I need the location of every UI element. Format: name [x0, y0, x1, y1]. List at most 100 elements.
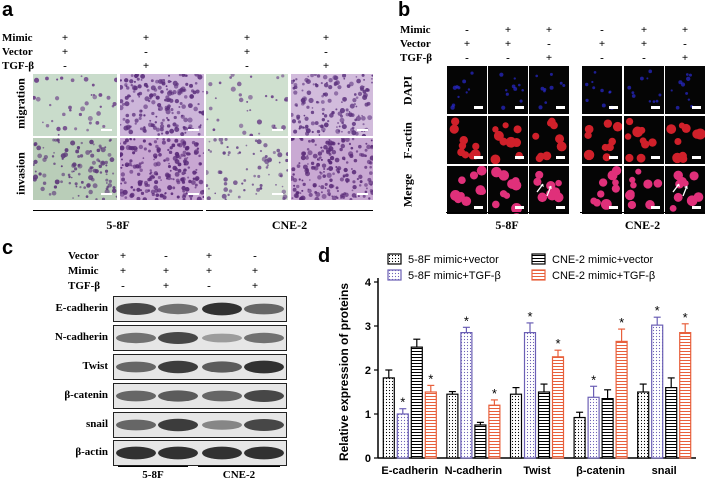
mark-b-c6-vector: - — [683, 38, 687, 50]
fluor-factin-5 — [624, 116, 664, 164]
group-label-b-cne2: CNE-2 — [624, 218, 661, 232]
mark-b-c1-vector: + — [463, 38, 471, 50]
mark-a-c4-mimic: + — [322, 32, 330, 44]
significance-star: * — [591, 372, 596, 387]
fluor-merge-4 — [582, 166, 622, 214]
micrograph-migration-cne2-vector — [206, 74, 288, 136]
mark-c-c2-vector: - — [164, 250, 168, 262]
legend-label: CNE-2 mimic+vector — [552, 254, 653, 266]
mark-c-c1-vector: + — [119, 250, 127, 262]
mark-b-c4-mimic: - — [600, 24, 604, 36]
mark-c-c3-mimic: + — [205, 265, 213, 277]
y-tick-label: 2 — [365, 365, 371, 377]
fluor-factin-2 — [488, 116, 528, 164]
legend-swatch — [387, 253, 402, 265]
blot-label-6: β-actin — [75, 446, 108, 458]
row-label-c-tgf: TGF-β — [68, 280, 101, 292]
bar — [537, 391, 551, 459]
mark-b-c2-vector: + — [504, 38, 512, 50]
x-tick-label: Twist — [523, 465, 551, 477]
fluor-factin-3 — [529, 116, 569, 164]
blot-label-4: β-catenin — [64, 389, 108, 401]
x-tick-label: snail — [652, 465, 677, 477]
bar — [460, 331, 473, 459]
mark-c-c4-vector: - — [253, 250, 257, 262]
group-label-a-cne2: CNE-2 — [271, 218, 308, 232]
mark-a-c4-tgf: + — [322, 60, 330, 72]
bar — [573, 416, 586, 459]
significance-star: * — [683, 310, 688, 325]
mark-a-c1-tgf: - — [63, 60, 67, 72]
micrograph-invasion-5-8f-vector — [33, 138, 117, 200]
mark-c-c4-tgf: + — [251, 280, 259, 292]
bar — [424, 391, 437, 459]
micrograph-migration-5-8f-tgf — [120, 74, 204, 136]
mark-c-c1-tgf: - — [121, 280, 125, 292]
mark-b-c6-mimic: + — [681, 24, 689, 36]
y-tick-label: 4 — [365, 277, 372, 289]
blot-3 — [113, 354, 287, 380]
legend-swatch — [387, 269, 402, 281]
side-label-merge: Merge — [400, 173, 415, 208]
bar — [615, 340, 628, 459]
fluor-merge-5 — [624, 166, 664, 214]
bar — [651, 324, 664, 459]
legend-swatch — [531, 253, 546, 265]
blot-2 — [113, 325, 287, 351]
fluor-merge-2 — [488, 166, 528, 214]
mark-a-c2-tgf: + — [142, 60, 150, 72]
group-line-c-cne2 — [198, 466, 280, 467]
y-tick-label: 3 — [365, 321, 371, 333]
x-tick-label: β-catenin — [576, 465, 625, 477]
significance-star: * — [555, 336, 560, 351]
x-tick-label: N-cadherin — [445, 465, 503, 477]
blot-label-2: N-cadherin — [54, 331, 108, 343]
bar — [587, 396, 600, 459]
row-label-tgf: TGF-β — [2, 60, 35, 72]
mark-b-c2-tgf: - — [506, 52, 510, 64]
mark-a-c1-mimic: + — [61, 32, 69, 44]
row-label-vector: Vector — [2, 46, 33, 58]
mark-a-c3-vector: + — [243, 46, 251, 58]
fluor-merge-6 — [665, 166, 705, 214]
bar — [410, 346, 423, 459]
mark-b-c3-tgf: + — [545, 52, 553, 64]
micrograph-migration-5-8f-vector — [33, 74, 117, 136]
mark-b-c5-mimic: + — [640, 24, 648, 36]
bar — [665, 387, 678, 459]
mark-b-c3-vector: - — [547, 38, 551, 50]
mark-c-c2-mimic: + — [162, 265, 170, 277]
panel-c-label: c — [2, 237, 14, 259]
legend-swatch — [531, 269, 546, 281]
mark-a-c4-vector: - — [324, 46, 328, 58]
side-label-migration: migration — [13, 78, 28, 129]
bar — [523, 331, 537, 459]
bar — [382, 377, 395, 459]
blot-5 — [113, 412, 287, 438]
micrograph-migration-cne2-tgf — [291, 74, 373, 136]
mark-b-c4-tgf: - — [600, 52, 604, 64]
panel-b-label: b — [398, 0, 411, 21]
significance-star: * — [527, 309, 532, 324]
mark-a-c3-mimic: + — [243, 32, 251, 44]
group-line-b-5-8f — [446, 212, 568, 213]
legend-label: CNE-2 mimic+TGF-β — [552, 270, 655, 282]
bar — [637, 391, 650, 459]
group-label-a-5-8f: 5-8F — [106, 218, 130, 232]
blot-label-5: snail — [85, 418, 108, 430]
significance-star: * — [655, 303, 660, 318]
bar — [601, 398, 614, 459]
fluor-dapi-3 — [529, 66, 569, 114]
significance-star: * — [464, 313, 469, 328]
mark-b-c4-vector: + — [598, 38, 606, 50]
significance-star: * — [619, 315, 624, 330]
mark-b-c2-mimic: + — [504, 24, 512, 36]
mark-b-c5-vector: + — [640, 38, 648, 50]
mark-a-c3-tgf: - — [245, 60, 249, 72]
fluor-factin-4 — [582, 116, 622, 164]
blot-1 — [113, 296, 287, 322]
y-tick-label: 1 — [365, 409, 371, 421]
bar-chart: 0 1 2 3 4 Relative expression of proteins E-ca… — [337, 253, 696, 477]
mark-a-c2-vector: - — [144, 46, 148, 58]
mark-b-c1-tgf: - — [465, 52, 469, 64]
